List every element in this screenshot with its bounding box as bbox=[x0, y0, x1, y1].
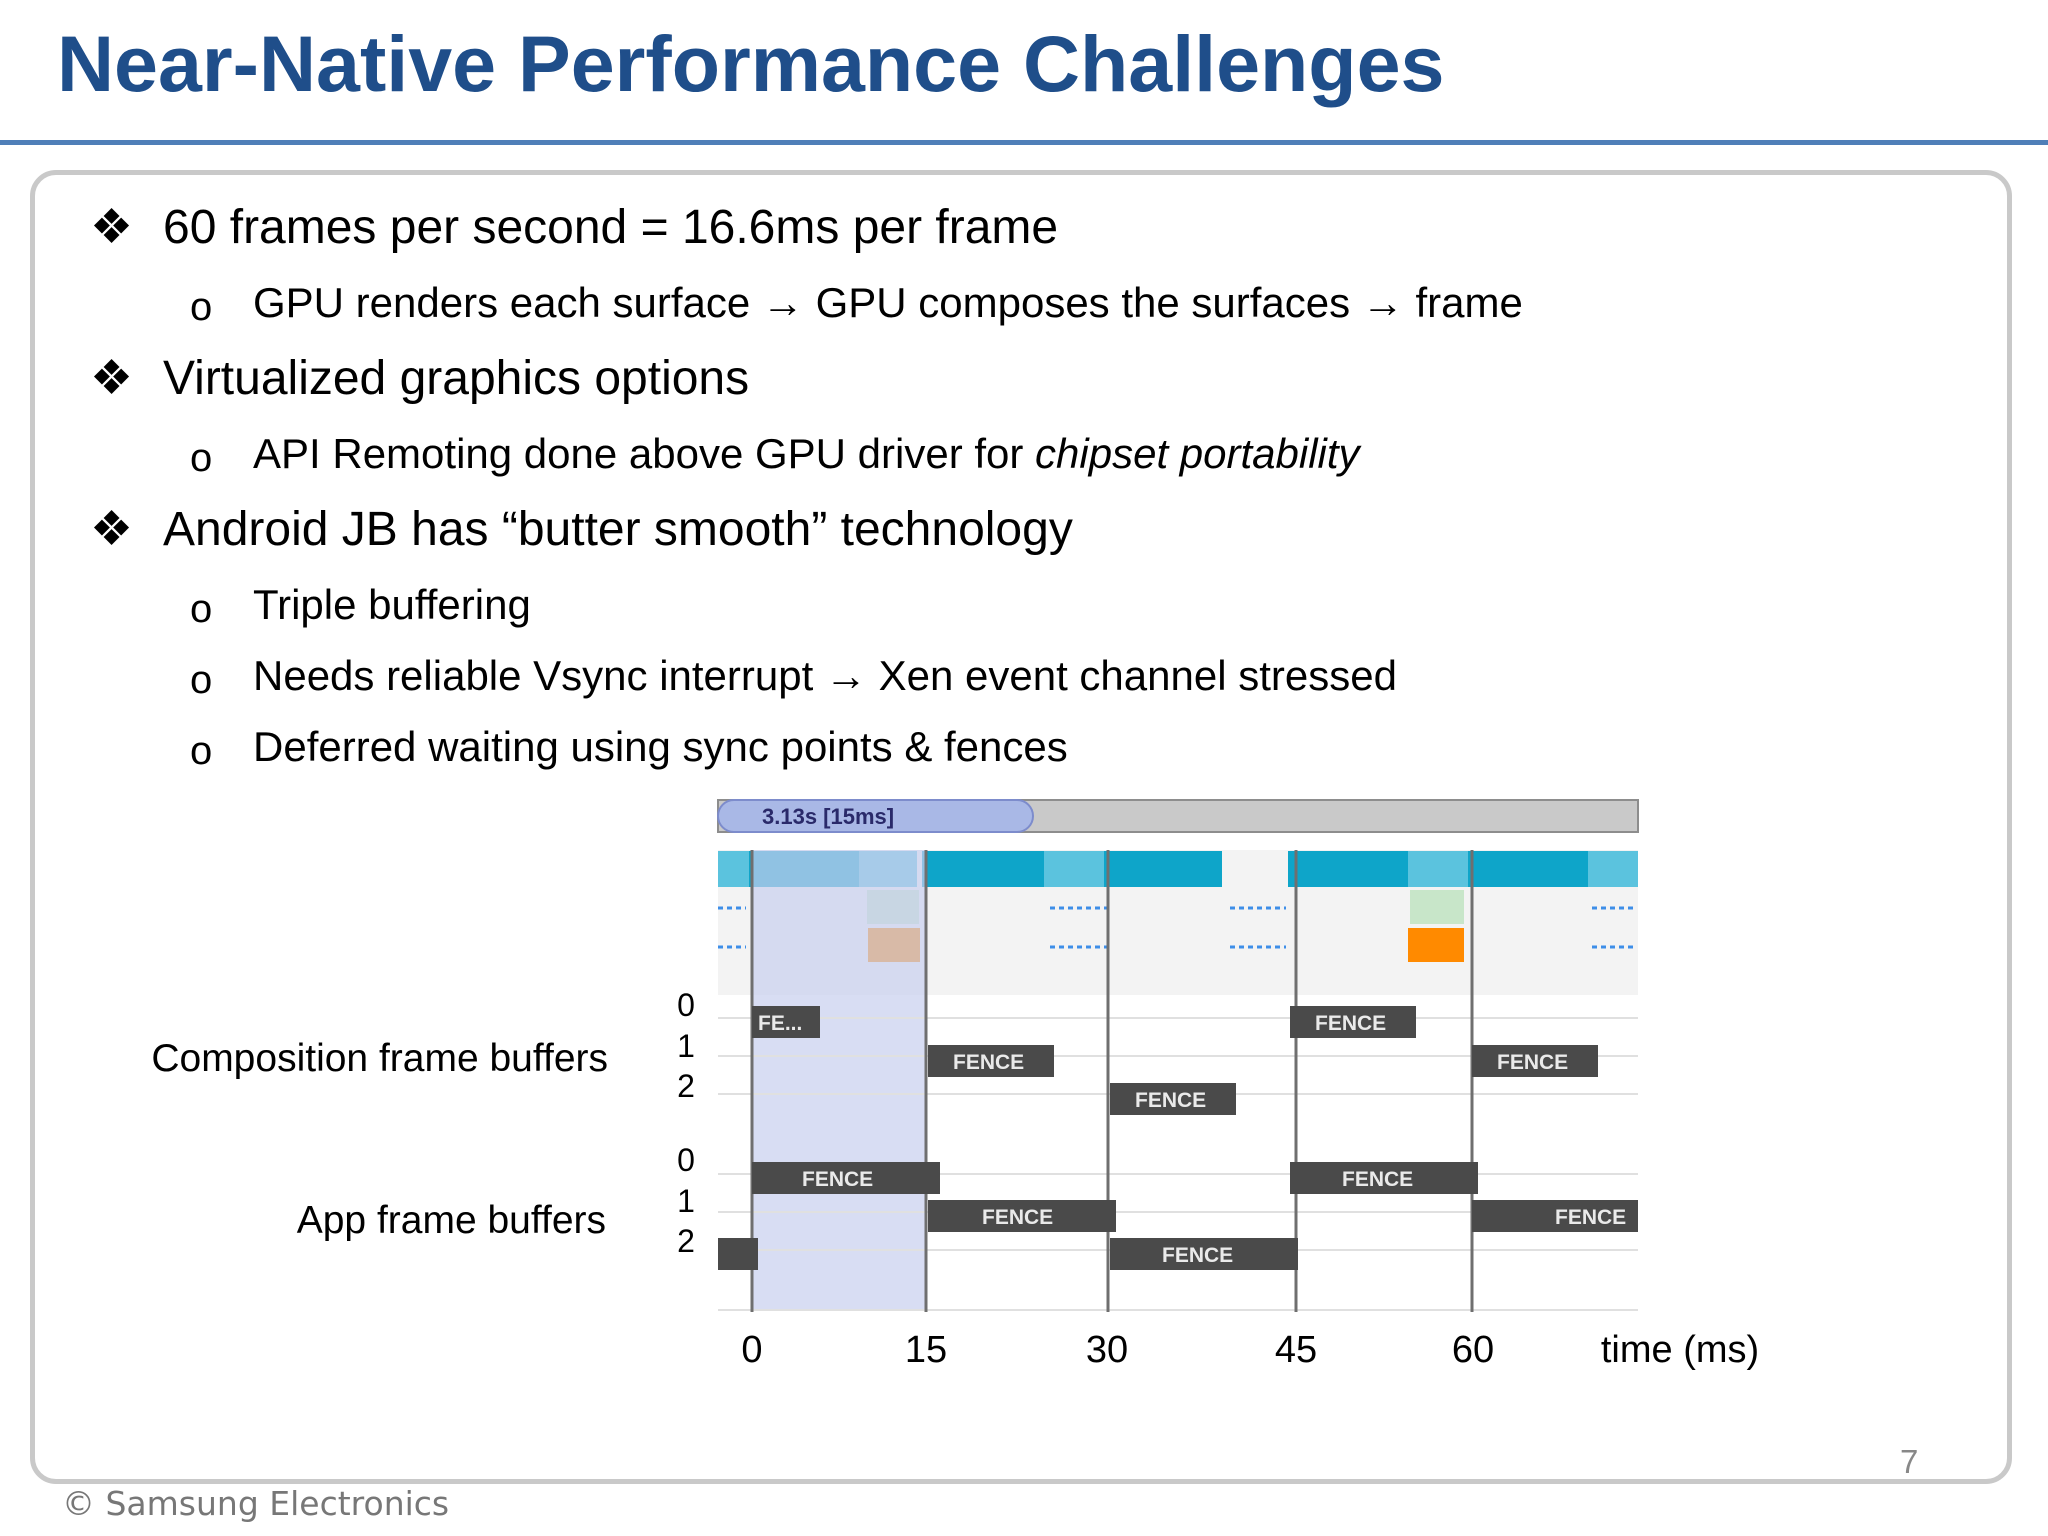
frame-timeline: 3.13s [15ms] bbox=[677, 799, 1759, 1371]
sub-bullet-text: Triple buffering bbox=[253, 581, 531, 628]
bullet-text: Android JB has “butter smooth” technolog… bbox=[163, 503, 1073, 556]
app-fences: FENCE FENCE FENCE FENCE FENCE bbox=[718, 1162, 1638, 1270]
sub-bullet-text: GPU renders each surface → GPU composes … bbox=[253, 279, 1523, 326]
composition-fences: FE... FENCE FENCE FENCE FENCE bbox=[752, 1006, 1598, 1115]
arrow-right-icon: → bbox=[824, 652, 867, 699]
circle-bullet-icon: o bbox=[190, 658, 213, 702]
x-axis-label: time (ms) bbox=[1601, 1329, 1759, 1371]
vsync-lines bbox=[750, 850, 1474, 1312]
frame-bar bbox=[1104, 851, 1222, 887]
x-tick-label: 0 bbox=[741, 1329, 762, 1371]
frame-bar bbox=[1468, 851, 1588, 887]
diamond-bullet-icon: ❖ bbox=[90, 201, 134, 254]
fence-label: FENCE bbox=[953, 1051, 1024, 1074]
frame-bar bbox=[1288, 851, 1408, 887]
row-label: 0 bbox=[677, 987, 695, 1023]
fence-label: FENCE bbox=[1315, 1012, 1386, 1035]
fence-box bbox=[928, 1200, 1116, 1232]
copyright-footer: © Samsung Electronics bbox=[62, 1484, 450, 1523]
fence-box bbox=[1290, 1006, 1416, 1038]
row-number-labels: 0 1 2 0 1 2 bbox=[677, 987, 695, 1259]
row-label: 1 bbox=[677, 1183, 695, 1219]
x-axis: 0 15 30 45 60 time (ms) bbox=[741, 1329, 1759, 1371]
x-tick-label: 45 bbox=[1275, 1329, 1317, 1371]
timeline-range-indicator[interactable] bbox=[717, 799, 1034, 833]
fence-label: FENCE bbox=[1162, 1244, 1233, 1267]
sub-bullet-text: Needs reliable Vsync interrupt → Xen eve… bbox=[253, 652, 1397, 699]
circle-bullet-icon: o bbox=[190, 587, 213, 631]
row-label: 2 bbox=[677, 1068, 695, 1104]
orange-event-marker bbox=[1408, 928, 1464, 962]
fence-label: FENCE bbox=[1497, 1051, 1568, 1074]
frame-bar bbox=[1044, 851, 1104, 887]
bullet-text: Virtualized graphics options bbox=[163, 352, 750, 405]
fence-box bbox=[1290, 1162, 1478, 1194]
arrow-right-icon: → bbox=[1361, 279, 1404, 326]
frame-bar bbox=[1408, 851, 1468, 887]
fence-label: FENCE bbox=[982, 1206, 1053, 1229]
fence-box bbox=[1110, 1238, 1298, 1270]
fence-label: FENCE bbox=[1135, 1089, 1206, 1112]
dashed-markers bbox=[718, 906, 1636, 949]
x-tick-label: 30 bbox=[1086, 1329, 1128, 1371]
sub-bullet-text: API Remoting done above GPU driver for c… bbox=[253, 430, 1360, 477]
slide-title: Near-Native Performance Challenges bbox=[57, 19, 1445, 108]
content-frame bbox=[30, 170, 2012, 1484]
row-label: 2 bbox=[677, 1223, 695, 1259]
current-frame-highlight bbox=[751, 850, 926, 1310]
fence-label: FENCE bbox=[802, 1168, 873, 1191]
x-tick-label: 60 bbox=[1452, 1329, 1494, 1371]
italic-emphasis: chipset portability bbox=[1035, 430, 1360, 477]
fence-label: FE... bbox=[758, 1012, 802, 1035]
fence-box bbox=[1472, 1200, 1638, 1232]
fence-box bbox=[1472, 1045, 1598, 1077]
diamond-bullet-icon: ❖ bbox=[90, 503, 134, 556]
timeline-header-text: 3.13s [15ms] bbox=[762, 804, 894, 829]
fence-box bbox=[752, 1006, 820, 1038]
composition-buffers-label: Composition frame buffers bbox=[151, 1037, 608, 1080]
frame-bar bbox=[718, 851, 749, 887]
fence-box bbox=[928, 1045, 1054, 1077]
fence-box bbox=[718, 1238, 758, 1270]
fence-box bbox=[1110, 1083, 1236, 1115]
bullet-text: 60 frames per second = 16.6ms per frame bbox=[163, 201, 1059, 254]
x-tick-label: 15 bbox=[905, 1329, 947, 1371]
row-label: 1 bbox=[677, 1028, 695, 1064]
frame-bar bbox=[1588, 851, 1638, 887]
page-number: 7 bbox=[1900, 1443, 1919, 1480]
frame-bars bbox=[718, 851, 1638, 887]
title-divider bbox=[0, 140, 2048, 145]
row-label: 0 bbox=[677, 1142, 695, 1178]
fence-label: FENCE bbox=[1555, 1206, 1626, 1229]
sub-bullet-text: Deferred waiting using sync points & fen… bbox=[253, 723, 1068, 770]
arrow-right-icon: → bbox=[761, 279, 804, 326]
frame-bar bbox=[922, 851, 1044, 887]
circle-bullet-icon: o bbox=[190, 285, 213, 329]
diamond-bullet-icon: ❖ bbox=[90, 352, 134, 405]
circle-bullet-icon: o bbox=[190, 729, 213, 773]
circle-bullet-icon: o bbox=[190, 436, 213, 480]
fence-box bbox=[752, 1162, 940, 1194]
app-buffers-label: App frame buffers bbox=[296, 1199, 606, 1242]
gpu-event-marker bbox=[1410, 890, 1464, 924]
fence-label: FENCE bbox=[1342, 1168, 1413, 1191]
